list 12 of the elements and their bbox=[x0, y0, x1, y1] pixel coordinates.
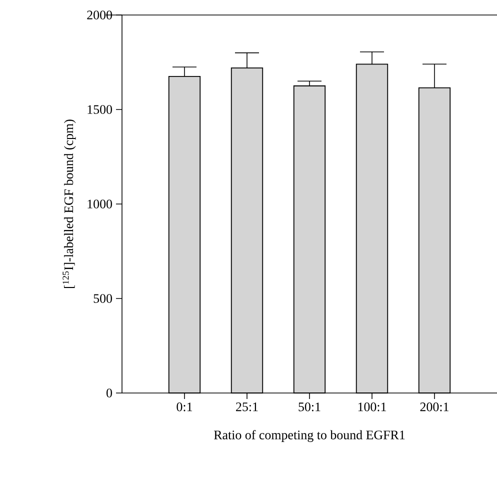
x-tick-label: 50:1 bbox=[298, 402, 320, 412]
x-tick-label: 25:1 bbox=[236, 402, 258, 412]
y-tick-label: 1500 bbox=[88, 105, 112, 114]
y-tick-label: 500 bbox=[94, 294, 112, 303]
y-tick-label: 1000 bbox=[88, 200, 112, 208]
x-tick-label: 0:1 bbox=[176, 402, 192, 412]
x-axis-title: Ratio of competing to bound EGFR1 bbox=[214, 430, 405, 442]
x-tick-label: 200:1 bbox=[420, 402, 448, 412]
y-tick-label: 2000 bbox=[87, 10, 112, 20]
x-tick-label: 100:1 bbox=[358, 402, 386, 412]
y-tick-label: 0 bbox=[106, 388, 112, 398]
y-axis-title: [$^{125}$I]-labelled EGF bound (cpm) bbox=[62, 120, 76, 288]
